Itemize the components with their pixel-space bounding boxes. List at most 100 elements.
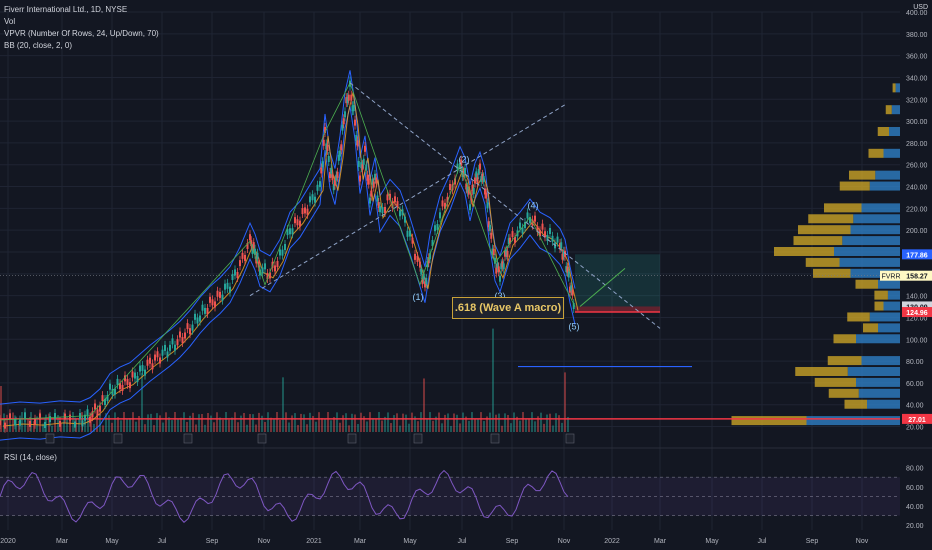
volume-bar	[492, 328, 494, 432]
volume-bar	[468, 420, 470, 432]
candle-body	[534, 215, 536, 222]
candle-body	[332, 184, 335, 191]
volume-bar	[423, 378, 425, 432]
candle-body	[171, 338, 174, 345]
candle-body	[562, 250, 565, 257]
vpvr-legend[interactable]: VPVR (Number Of Rows, 24, Up/Down, 70)	[4, 29, 159, 38]
candle-body	[491, 248, 494, 255]
ticker-tag: FVRR	[881, 274, 900, 281]
candle-body	[519, 222, 521, 229]
volume-bar	[51, 425, 53, 432]
price-axis[interactable]: 20.0040.0060.0080.00100.00120.00140.0016…	[880, 10, 932, 432]
price-tick-label: 360.00	[906, 54, 928, 61]
vpvr-down-bar	[868, 148, 884, 158]
time-axis[interactable]: 2020 Mar May Jul Sep Nov 2021 Mar May Jul Sep Nov 20…	[0, 538, 869, 545]
volume-bar	[204, 424, 206, 432]
volume-bar	[192, 412, 194, 432]
time-tick-label: Nov	[258, 538, 271, 545]
candle-body	[326, 144, 329, 151]
candle-body	[119, 383, 121, 390]
candle-body	[241, 252, 244, 259]
vpvr-down-bar	[892, 83, 896, 93]
volume-bar	[528, 418, 530, 432]
volume-bar	[216, 412, 218, 432]
target-zone-rect	[575, 254, 660, 307]
ticker-tag-bg	[880, 270, 902, 281]
candle-body	[204, 307, 206, 314]
candle-body	[194, 313, 196, 320]
candle-body	[426, 261, 429, 268]
volume-bar	[345, 413, 347, 432]
volume-bar	[279, 420, 281, 432]
candle-body	[256, 252, 259, 259]
symbol-title[interactable]: Fiverr International Ltd., 1D, NYSE	[4, 5, 128, 14]
candle-body	[419, 261, 421, 268]
volume-bar	[84, 421, 86, 432]
candle-body	[481, 173, 484, 180]
volume-bar	[102, 425, 104, 432]
price-label: 158.27	[906, 274, 928, 281]
candle-body	[472, 188, 475, 195]
rsi-legend[interactable]: RSI (14, close)	[4, 453, 57, 462]
candle-body	[284, 244, 286, 251]
candle-body	[446, 196, 449, 203]
vpvr-up-bar	[895, 83, 900, 93]
candle-body	[257, 261, 260, 268]
candle-body	[507, 238, 510, 245]
candle-body	[164, 344, 166, 351]
candle-body	[236, 271, 239, 278]
time-tick-label: Mar	[354, 538, 367, 545]
candle-body	[229, 286, 231, 293]
candle-body	[84, 414, 86, 421]
volume-bar	[327, 412, 329, 432]
candle-body	[425, 277, 428, 284]
time-tick-label: Jul	[758, 538, 767, 545]
candle-body	[259, 269, 261, 276]
volume-bar	[288, 422, 290, 432]
price-tick-label: 300.00	[906, 119, 928, 126]
volume-bar	[456, 414, 458, 432]
volume-bar	[270, 417, 272, 432]
volume-bar	[315, 421, 317, 432]
candle-body	[144, 369, 146, 376]
candle-body	[224, 283, 226, 290]
volume-bar	[297, 425, 299, 432]
vpvr-down-bar	[808, 214, 854, 224]
candle-body	[482, 176, 485, 183]
vpvr-up-bar	[869, 181, 900, 191]
candle-body	[476, 177, 479, 184]
vpvr-down-bar	[813, 268, 851, 278]
candle-body	[301, 208, 304, 215]
candle-body	[69, 414, 71, 421]
candle-body	[44, 422, 46, 429]
candle-body	[374, 173, 376, 180]
volume-bar	[93, 423, 95, 432]
volume-bar	[177, 419, 179, 432]
vol-legend[interactable]: Vol	[4, 17, 16, 26]
candle-body	[266, 272, 269, 279]
price-label-bg	[902, 301, 932, 312]
candle-body	[329, 172, 331, 179]
volume-bar	[69, 420, 71, 432]
candle-body	[166, 351, 169, 358]
earnings-marker	[257, 433, 267, 444]
wave-label: (5)	[569, 322, 580, 332]
volume-bar	[501, 425, 503, 432]
candle-body	[169, 344, 171, 351]
volume-bar	[300, 413, 302, 432]
time-tick-label: Sep	[806, 538, 819, 545]
volume-bar	[303, 414, 305, 432]
volume-profile	[731, 83, 900, 426]
candle-body	[492, 249, 495, 256]
candle-body	[286, 229, 289, 236]
volume-bar	[564, 372, 566, 432]
candle-body	[420, 268, 423, 275]
volume-bar	[399, 425, 401, 432]
candle-body	[394, 196, 396, 203]
candle-body	[191, 324, 194, 331]
candle-body	[114, 388, 116, 395]
bb-legend[interactable]: BB (20, close, 2, 0)	[4, 41, 73, 50]
projection-line	[579, 267, 626, 307]
volume-bar	[390, 423, 392, 432]
